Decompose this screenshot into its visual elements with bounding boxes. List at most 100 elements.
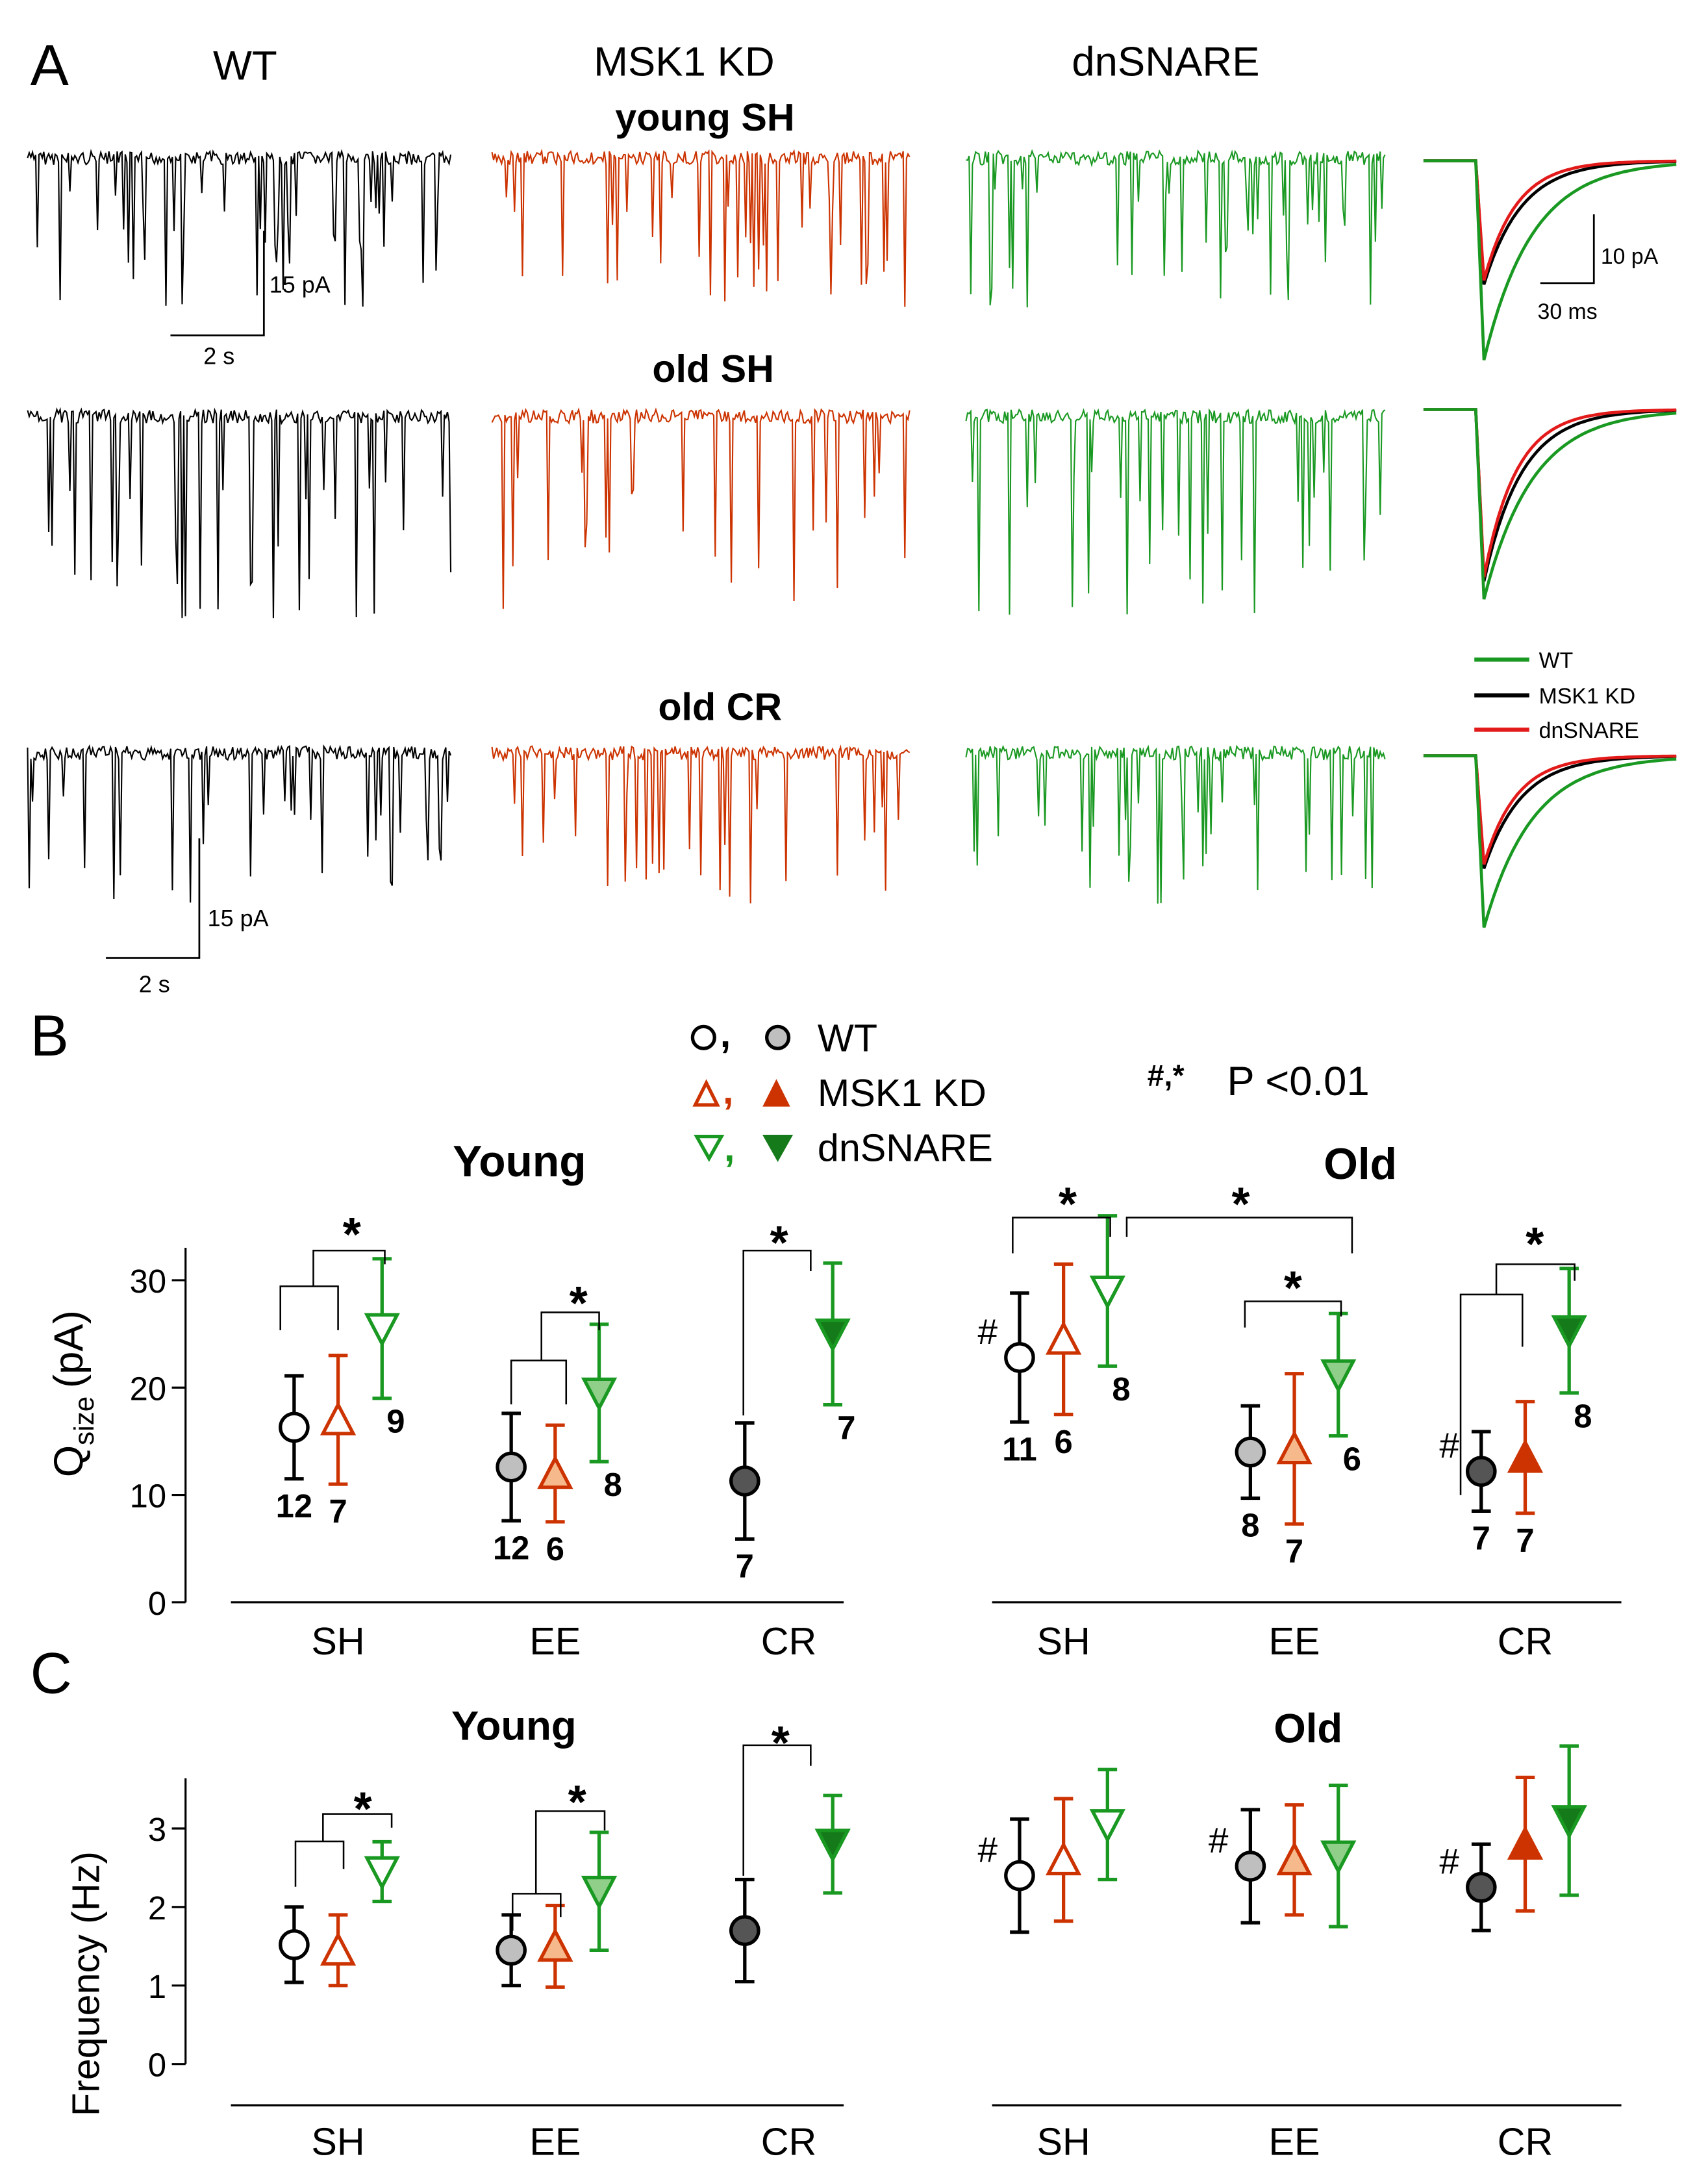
significance-star: * — [772, 1717, 790, 1769]
old-ee-msk1-kd-point — [1276, 1841, 1312, 1876]
trace-wt-row2 — [27, 407, 452, 618]
scale-bottom-time: 2 s — [139, 970, 170, 997]
trace-dn-row1 — [966, 149, 1386, 308]
old-cr-dnsnare-point — [1551, 1805, 1587, 1840]
young-cr-dnsnare-point — [814, 1318, 851, 1353]
legend-dn: dnSNARE — [818, 1126, 993, 1170]
significance-star: * — [570, 1278, 588, 1330]
average-msk-row3 — [1423, 754, 1677, 869]
panel-c-letter: C — [31, 1641, 72, 1705]
y-tick-label: 10 — [130, 1478, 166, 1515]
panel-b-title-young: Young — [453, 1137, 586, 1186]
n-label: 6 — [1055, 1423, 1073, 1460]
col-title-msk: MSK1 KD — [594, 39, 775, 84]
significance-star: * — [568, 1777, 586, 1828]
avg-legend-msk: MSK1 KD — [1539, 684, 1636, 709]
young-ee-wt-point — [496, 1451, 527, 1483]
old-ee-dnsnare-point — [1320, 1840, 1357, 1875]
young-sh-dnsnare-point — [364, 1313, 400, 1348]
legend-comma: , — [720, 1012, 731, 1056]
average-dn-row1 — [1423, 159, 1677, 281]
average-wt-row3 — [1423, 754, 1677, 928]
significance-star: * — [1284, 1263, 1302, 1315]
x-young-tick-ee: EE — [529, 1619, 581, 1663]
n-label: 11 — [1002, 1430, 1037, 1467]
old-cr-msk1-kd-point — [1507, 1438, 1544, 1473]
trace-wt-row1 — [27, 149, 452, 307]
group-legend: ,,, — [690, 1012, 794, 1170]
x-young-tick-cr: CR — [761, 2119, 817, 2163]
panel-c-title-old: Old — [1274, 1706, 1342, 1752]
significance-star: * — [343, 1209, 361, 1261]
hash-marker: # — [1439, 1841, 1459, 1882]
avg-legend-wt: WT — [1539, 648, 1574, 673]
young-sh-wt-point — [279, 1929, 310, 1960]
panel-c-ylabel: Frequency (Hz) — [64, 1851, 107, 2116]
n-label: 8 — [604, 1466, 622, 1503]
significance-star: * — [1526, 1219, 1544, 1271]
n-label: 6 — [1343, 1441, 1361, 1478]
x-young-tick-sh: SH — [311, 1619, 364, 1663]
avg-legend-dn: dnSNARE — [1539, 718, 1639, 743]
significance-star: * — [354, 1784, 372, 1836]
young-ee-msk1-kd-point — [537, 1454, 573, 1489]
n-label: 7 — [1285, 1532, 1303, 1569]
young-cr-wt-point — [729, 1915, 760, 1946]
old-cr-msk1-kd-point — [1507, 1825, 1544, 1860]
legend-msk: MSK1 KD — [818, 1071, 986, 1115]
old-ee-msk1-kd-point — [1276, 1430, 1312, 1465]
average-wt-row2 — [1423, 408, 1677, 600]
legend-comma: , — [724, 1126, 735, 1170]
old-sh-msk1-kd-point — [1045, 1841, 1082, 1876]
significance-bracket — [510, 1360, 568, 1405]
trace-msk-row1 — [491, 148, 911, 307]
scale-bottom-amp: 15 pA — [208, 905, 269, 931]
scale-top-time: 2 s — [203, 343, 234, 370]
n-label: 7 — [1472, 1520, 1490, 1557]
legend-dn-open-marker — [694, 1134, 725, 1162]
significance-bracket — [1244, 1300, 1342, 1328]
legend-wt-filled-marker — [765, 1024, 791, 1050]
average-dn-row2 — [1423, 408, 1677, 578]
n-label: 7 — [1516, 1522, 1534, 1559]
scale-top-amp: 15 pA — [270, 272, 331, 298]
average-traces — [1423, 159, 1677, 928]
significance-star: * — [1232, 1179, 1250, 1231]
panel-b-title-old: Old — [1324, 1140, 1397, 1189]
average-dn-row3 — [1423, 754, 1677, 865]
n-label: 7 — [736, 1548, 754, 1585]
x-old-tick-ee: EE — [1269, 1619, 1320, 1663]
hash-marker: # — [977, 1829, 998, 1869]
x-young-tick-ee: EE — [529, 2119, 581, 2163]
x-old-tick-ee: EE — [1269, 2119, 1320, 2163]
significance-bracket — [534, 1810, 606, 1894]
y-tick-label: 0 — [148, 2047, 166, 2084]
n-label: 9 — [386, 1403, 405, 1440]
scale-bar-top — [170, 231, 265, 336]
row-title-young-sh: young SH — [615, 95, 794, 139]
x-old-tick-cr: CR — [1498, 1619, 1553, 1663]
old-sh-dnsnare-point — [1089, 1275, 1125, 1310]
average-msk-row2 — [1423, 408, 1677, 582]
panel-c-title-young: Young — [451, 1703, 577, 1749]
young-sh-wt-point — [279, 1411, 310, 1443]
old-cr-wt-point — [1465, 1871, 1497, 1903]
y-tick-label: 30 — [130, 1263, 166, 1300]
y-tick-label: 3 — [148, 1811, 166, 1848]
significance-star: * — [354, 1784, 372, 1836]
young-ee-wt-point — [496, 1934, 527, 1966]
significance-star: * — [770, 1217, 788, 1269]
legend-comma: , — [723, 1069, 733, 1112]
y-tick-label: 1 — [148, 1968, 166, 2005]
legend-msk-open-marker — [692, 1079, 720, 1107]
average-wt-row1 — [1423, 159, 1677, 360]
y-tick-label: 2 — [148, 1890, 166, 1927]
current-traces — [27, 148, 1386, 904]
n-label: 8 — [1241, 1507, 1259, 1544]
old-sh-wt-point — [1004, 1860, 1035, 1891]
old-sh-dnsnare-point — [1089, 1809, 1125, 1843]
significance-star: * — [1526, 1219, 1544, 1271]
col-title-dn: dnSNARE — [1072, 39, 1259, 84]
n-label: 7 — [837, 1410, 855, 1447]
